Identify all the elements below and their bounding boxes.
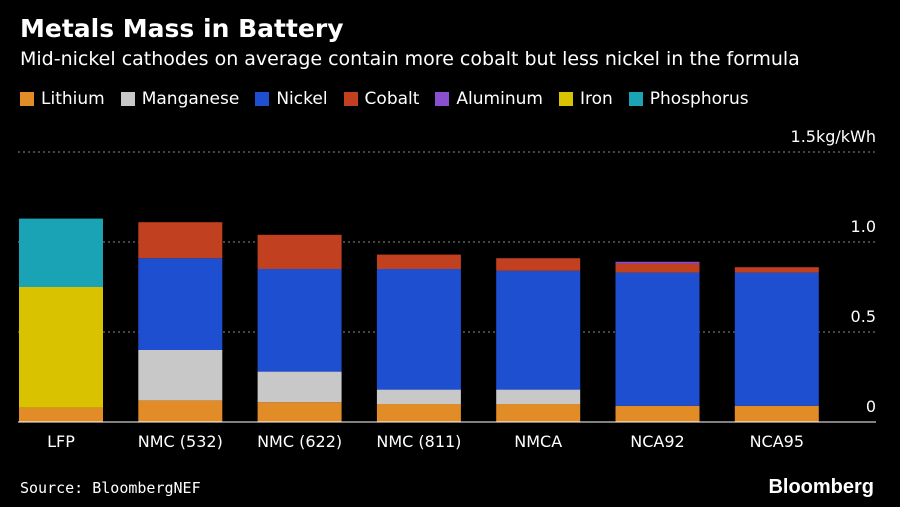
bar-segment-manganese: [376, 389, 461, 404]
bar-segment-cobalt: [496, 258, 581, 271]
legend-item-phosphorus: Phosphorus: [628, 89, 749, 109]
legend-swatch: [558, 92, 573, 106]
legend-item-cobalt: Cobalt: [343, 89, 420, 109]
x-tick-label: NCA92: [630, 432, 684, 451]
x-tick-label: NMCA: [514, 432, 562, 451]
y-tick-label: 1.0: [851, 217, 876, 236]
bar-segment-lithium: [496, 404, 581, 422]
legend-swatch: [343, 92, 358, 106]
y-tick-label: 0: [866, 397, 876, 416]
legend-label: Manganese: [141, 89, 240, 109]
bar-segment-aluminum: [615, 261, 700, 264]
brand-logo: Bloomberg: [768, 476, 874, 498]
bar-segment-lithium: [734, 405, 819, 422]
bar-segment-nickel: [138, 258, 223, 350]
legend-item-aluminum: Aluminum: [435, 89, 543, 109]
bar-segment-cobalt: [734, 267, 819, 273]
legend-swatch: [255, 92, 270, 106]
bar-segment-nickel: [615, 272, 700, 406]
legend-label: Aluminum: [456, 89, 543, 109]
legend-item-iron: Iron: [558, 89, 613, 109]
x-tick-label: LFP: [47, 432, 75, 451]
chart-subtitle: Mid-nickel cathodes on average contain m…: [20, 48, 800, 70]
chart-title: Metals Mass in Battery: [20, 14, 344, 43]
bar-segment-lithium: [138, 400, 223, 422]
legend-label: Phosphorus: [649, 89, 749, 109]
legend-swatch: [120, 92, 135, 106]
bar-segment-nickel: [496, 270, 581, 390]
bar-segment-lithium: [19, 407, 103, 422]
bar-segment-nickel: [734, 272, 819, 406]
bar-segment-manganese: [496, 389, 581, 404]
legend-swatch: [628, 92, 643, 106]
legend-label: Cobalt: [364, 89, 420, 109]
legend-swatch: [435, 92, 450, 106]
legend-label: Lithium: [41, 89, 105, 109]
bar-segment-nickel: [376, 269, 461, 390]
legend-item-lithium: Lithium: [20, 89, 105, 109]
bar-segment-cobalt: [615, 263, 700, 273]
bar-segment-cobalt: [376, 254, 461, 269]
bar-segment-cobalt: [138, 222, 223, 259]
legend-label: Nickel: [276, 89, 328, 109]
bar-segment-lithium: [257, 402, 342, 422]
x-tick-label: NMC (532): [138, 432, 223, 451]
legend-swatch: [20, 92, 34, 106]
bar-segment-manganese: [257, 371, 342, 403]
x-tick-label: NMC (811): [376, 432, 461, 451]
legend-item-manganese: Manganese: [120, 89, 240, 109]
bar-segment-nickel: [257, 269, 342, 372]
y-tick-label: 1.5kg/kWh: [791, 127, 876, 146]
y-tick-label: 0.5: [851, 307, 876, 326]
legend-item-nickel: Nickel: [255, 89, 328, 109]
chart-legend: Lithium Manganese Nickel Cobalt Aluminum Iron…: [20, 89, 765, 109]
bar-segment-iron: [19, 287, 103, 408]
bar-segment-lithium: [615, 405, 700, 422]
bar-segment-lithium: [376, 404, 461, 422]
source-note: Source: BloombergNEF: [20, 479, 201, 497]
legend-label: Iron: [579, 89, 613, 109]
bar-segment-cobalt: [257, 234, 342, 269]
bar-segment-phosphorus: [19, 218, 103, 287]
x-tick-label: NCA95: [750, 432, 804, 451]
x-tick-label: NMC (622): [257, 432, 342, 451]
bar-segment-manganese: [138, 350, 223, 401]
